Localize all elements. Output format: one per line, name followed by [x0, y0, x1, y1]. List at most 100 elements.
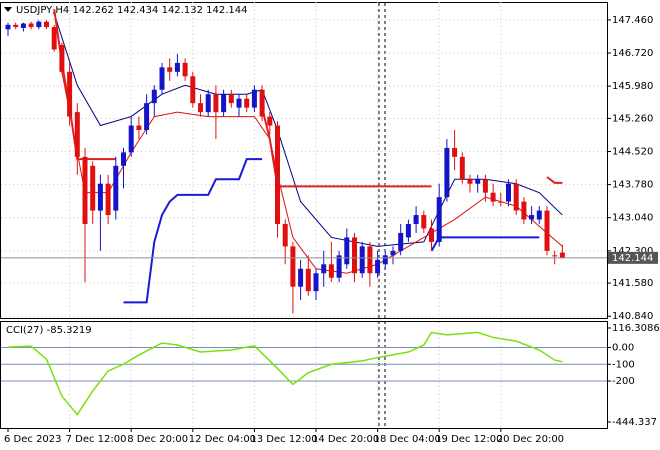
y-tick-label: 146.720 — [612, 48, 653, 59]
candle-body — [359, 246, 365, 274]
candle-body — [190, 76, 196, 104]
candle-body — [344, 237, 350, 265]
x-tick-label: 20 Dec 20:00 — [497, 434, 564, 445]
candle-body — [398, 232, 404, 251]
candle-body — [174, 62, 180, 72]
candle-body — [205, 94, 211, 113]
candle-body — [251, 89, 257, 108]
candle-body — [121, 152, 126, 166]
y-tick-label: 147.460 — [612, 15, 653, 26]
candle-body — [559, 252, 565, 258]
candle-body — [459, 156, 465, 180]
symbol: USDJPY,H4 — [16, 5, 69, 16]
candle-body — [213, 94, 219, 113]
y-tick-label: 116.3086 — [612, 323, 660, 334]
candle-body — [429, 228, 434, 242]
candle-body — [105, 183, 111, 216]
y-tick-label: -444.337 — [612, 417, 657, 428]
candle-body — [467, 179, 473, 184]
candle-body — [74, 112, 80, 157]
y-tick-label: 143.780 — [612, 180, 653, 191]
candle-body — [421, 215, 427, 229]
candle-body — [267, 116, 273, 126]
candle-body — [529, 215, 535, 220]
x-tick-label: 18 Dec 04:00 — [374, 434, 441, 445]
y-tick-label: 0.00 — [612, 343, 634, 354]
candle-body — [136, 125, 142, 131]
candle-body — [405, 224, 411, 238]
candle-body — [390, 250, 396, 256]
candle-body — [20, 23, 26, 28]
x-tick-label: 8 Dec 20:00 — [127, 434, 188, 445]
price-label: 142.144 — [612, 253, 653, 264]
candle-body — [97, 183, 103, 211]
candle-body — [167, 67, 173, 72]
candle-body — [221, 94, 227, 113]
y-tick-label: -200 — [612, 376, 635, 387]
candle-body — [67, 71, 73, 117]
candle-body — [475, 179, 481, 184]
x-tick-label: 13 Dec 12:00 — [250, 434, 317, 445]
candle-body — [90, 165, 96, 211]
y-tick-label: 143.040 — [612, 213, 653, 224]
candle-body — [290, 246, 296, 287]
candle-body — [506, 183, 511, 202]
candle-body — [36, 21, 42, 28]
y-tick-label: 141.580 — [612, 278, 653, 289]
x-tick-label: 19 Dec 12:00 — [435, 434, 502, 445]
candle-body — [367, 246, 373, 274]
candle-body — [544, 210, 550, 251]
menu-icon — [4, 7, 12, 12]
candle-body — [321, 264, 327, 274]
indicator-line — [53, 13, 563, 247]
price-label-box — [608, 251, 658, 264]
y-tick-label: 144.520 — [612, 146, 653, 157]
candle-body — [82, 156, 88, 225]
candle-body — [436, 197, 442, 242]
candle-body — [305, 268, 311, 292]
candle-body — [28, 23, 34, 28]
cci-line — [7, 331, 563, 416]
y-tick-label: 145.980 — [612, 81, 653, 92]
candle-body — [182, 62, 188, 77]
y-tick-label: 145.260 — [612, 113, 653, 124]
candle-body — [498, 201, 504, 203]
x-tick-label: 6 Dec 2023 — [4, 434, 62, 445]
candle-body — [413, 215, 419, 225]
candle-body — [352, 237, 357, 274]
candle-body — [5, 24, 11, 30]
candle-body — [198, 103, 203, 113]
candle-body — [144, 103, 150, 131]
candle-body — [552, 255, 558, 257]
candle-body — [490, 192, 496, 202]
candle-body — [244, 98, 250, 108]
low: 142.132 — [162, 5, 203, 16]
candle-body — [13, 24, 19, 28]
candle-body — [228, 94, 234, 104]
candle-body — [336, 255, 342, 278]
candle-body — [113, 165, 119, 211]
candle-body — [282, 224, 288, 247]
candle-body — [521, 201, 527, 220]
candle-body — [444, 147, 450, 198]
x-tick-label: 7 Dec 12:00 — [66, 434, 127, 445]
x-tick-label: 12 Dec 04:00 — [189, 434, 256, 445]
open: 142.262 — [72, 5, 113, 16]
candle-body — [236, 98, 242, 108]
candle-body — [275, 125, 280, 225]
candle-body — [482, 179, 488, 193]
header: USDJPY,H4 142.262 142.434 142.132 142.14… — [16, 5, 247, 16]
candle-body — [259, 89, 265, 117]
candle-body — [151, 89, 157, 104]
candle-body — [375, 259, 381, 274]
candle-body — [313, 273, 319, 292]
indicator-line — [61, 71, 563, 274]
candle-body — [159, 67, 165, 90]
high: 142.434 — [117, 5, 158, 16]
candle-body — [382, 255, 388, 265]
candle-body — [128, 125, 134, 153]
x-tick-label: 14 Dec 20:00 — [312, 434, 379, 445]
close: 142.144 — [206, 5, 247, 16]
y-tick-label: -100 — [612, 359, 635, 370]
